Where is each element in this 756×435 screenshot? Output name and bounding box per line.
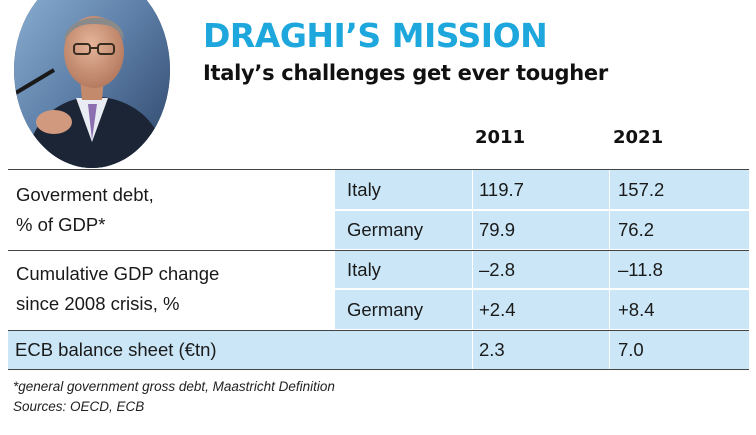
row-label-gdp-line2: since 2008 crisis, %: [16, 293, 180, 314]
portrait-photo: [14, 0, 170, 168]
row-divider: [335, 288, 749, 290]
value-cell: 119.7: [473, 170, 609, 210]
value-cell: –11.8: [610, 251, 749, 289]
value-cell: 2.3: [473, 331, 609, 369]
row-label-ecb: ECB balance sheet (€tn): [8, 331, 472, 369]
value-cell: 79.9: [473, 211, 609, 249]
country-cell: Germany: [335, 290, 472, 329]
row-label-debt-line1: Goverment debt,: [16, 184, 154, 205]
country-cell: Germany: [335, 211, 472, 249]
column-header-2021: 2021: [613, 127, 664, 148]
page-title: DRAGHI’S MISSION: [203, 16, 548, 55]
page-subtitle: Italy’s challenges get ever tougher: [203, 61, 608, 85]
row-label-debt: Goverment debt, % of GDP*: [16, 180, 154, 240]
value-cell: –2.8: [473, 251, 609, 289]
table-rule: [8, 250, 749, 251]
row-label-gdp-line1: Cumulative GDP change: [16, 263, 220, 284]
row-label-debt-line2: % of GDP*: [16, 214, 106, 235]
country-cell: Italy: [335, 170, 472, 210]
table-rule: [8, 369, 749, 370]
footnote: *general government gross debt, Maastric…: [13, 379, 335, 394]
sources: Sources: OECD, ECB: [13, 399, 145, 414]
row-label-gdp: Cumulative GDP change since 2008 crisis,…: [16, 259, 219, 319]
value-cell: +2.4: [473, 290, 609, 329]
value-cell: +8.4: [610, 290, 749, 329]
value-cell: 7.0: [610, 331, 749, 369]
country-cell: Italy: [335, 251, 472, 289]
value-cell: 157.2: [610, 170, 749, 210]
table-rule: [8, 330, 749, 331]
table-rule: [8, 169, 749, 170]
value-cell: 76.2: [610, 211, 749, 249]
row-divider: [335, 209, 749, 211]
column-header-2011: 2011: [475, 127, 526, 148]
